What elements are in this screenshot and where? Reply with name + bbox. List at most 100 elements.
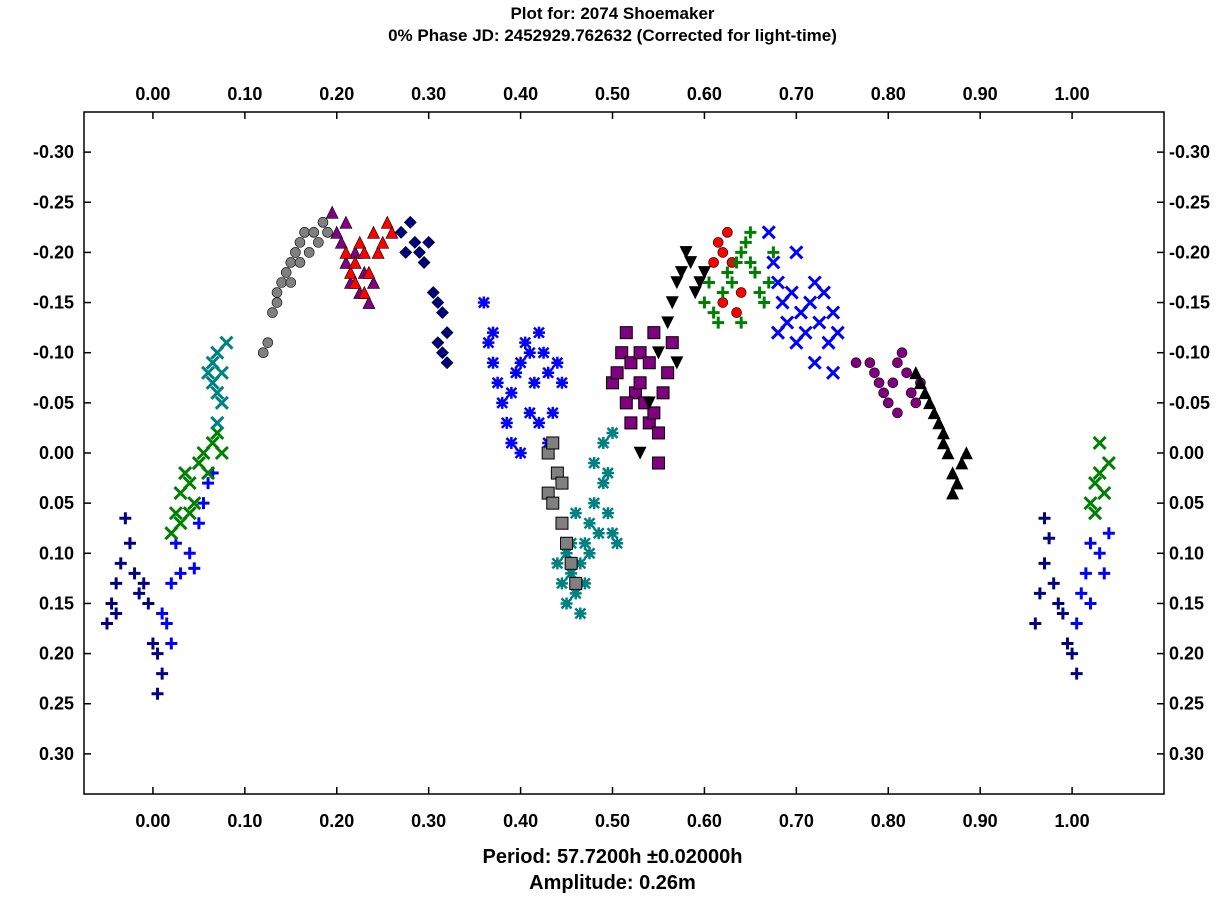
data-point <box>114 557 127 570</box>
y-tick-label-right: 0.00 <box>1169 443 1204 463</box>
data-point <box>1056 607 1069 620</box>
data-point <box>514 447 527 459</box>
data-point <box>569 587 582 600</box>
data-point <box>197 497 210 510</box>
data-point <box>693 276 707 290</box>
x-tick-label-bottom: 0.40 <box>503 811 538 831</box>
data-point <box>313 237 324 248</box>
data-point <box>334 235 348 249</box>
data-point <box>758 296 771 309</box>
y-tick-label-left: 0.20 <box>39 644 74 664</box>
data-point <box>205 375 220 390</box>
data-point <box>731 307 742 318</box>
data-point <box>560 597 573 610</box>
data-point <box>1047 577 1060 590</box>
data-point <box>1101 455 1116 471</box>
x-tick-label-top: 0.60 <box>687 84 722 104</box>
data-point <box>322 227 333 238</box>
data-point <box>869 367 880 379</box>
data-point <box>496 396 509 409</box>
data-point <box>770 325 786 340</box>
x-tick-label-bottom: 0.20 <box>319 811 354 831</box>
plot-frame <box>83 111 1165 795</box>
data-point <box>308 227 320 238</box>
data-point <box>803 295 818 310</box>
data-marks <box>100 205 1116 700</box>
data-point <box>569 576 583 590</box>
data-point <box>887 377 899 389</box>
data-point <box>422 235 436 249</box>
data-point <box>826 305 841 320</box>
data-point <box>128 567 141 580</box>
data-point <box>730 256 743 269</box>
data-point <box>174 567 187 580</box>
data-point <box>348 275 362 289</box>
data-point <box>826 365 841 380</box>
data-point <box>371 245 385 259</box>
data-point <box>588 457 601 470</box>
data-point <box>674 266 688 280</box>
data-point <box>182 476 197 491</box>
data-point <box>403 215 417 229</box>
data-point <box>560 536 574 550</box>
data-point <box>1093 547 1106 560</box>
data-point <box>487 326 500 339</box>
data-point <box>656 386 670 400</box>
data-point <box>1043 532 1056 545</box>
data-point <box>882 397 894 409</box>
data-point <box>551 356 564 369</box>
data-point <box>357 285 371 299</box>
data-point <box>133 587 146 600</box>
data-point <box>210 415 225 430</box>
data-point <box>665 296 679 310</box>
data-point <box>151 687 164 700</box>
x-tick-label-bottom: 0.90 <box>963 811 998 831</box>
data-point <box>339 215 353 229</box>
data-point <box>1092 435 1107 451</box>
data-point <box>523 406 536 419</box>
data-point <box>712 237 724 248</box>
data-point <box>523 346 536 359</box>
data-point <box>214 395 229 410</box>
data-point <box>624 416 638 430</box>
data-point <box>537 346 550 359</box>
data-point <box>362 295 376 309</box>
data-point <box>546 406 559 419</box>
data-point <box>578 537 591 550</box>
data-point <box>615 346 629 360</box>
data-point <box>262 337 274 348</box>
x-tick-label-bottom: 0.10 <box>227 811 262 831</box>
data-point <box>1079 567 1092 580</box>
x-tick-label-top: 0.80 <box>871 84 906 104</box>
data-point <box>1070 667 1083 680</box>
y-tick-label-left: -0.10 <box>33 343 74 363</box>
data-point <box>542 366 555 379</box>
data-point <box>426 286 440 299</box>
data-point <box>946 466 960 480</box>
data-point <box>770 275 786 290</box>
data-point <box>528 376 541 389</box>
x-tick-label-bottom: 0.80 <box>871 811 906 831</box>
data-point <box>156 607 169 620</box>
data-point <box>294 257 306 268</box>
data-point <box>431 296 445 309</box>
data-point <box>146 637 159 650</box>
data-point <box>510 366 522 379</box>
data-point <box>183 547 196 560</box>
data-point <box>910 397 922 409</box>
data-point <box>1084 597 1097 610</box>
data-point <box>436 306 449 320</box>
data-point <box>735 316 748 329</box>
data-point <box>588 497 601 510</box>
y-tick-label-left: -0.30 <box>33 142 74 162</box>
data-point <box>339 255 353 269</box>
data-point <box>182 506 197 521</box>
data-point <box>123 537 136 550</box>
data-point <box>753 286 766 299</box>
data-point <box>670 356 684 370</box>
data-point <box>285 277 297 288</box>
y-tick-label-right: -0.25 <box>1169 192 1210 212</box>
y-tick-label-right: 0.05 <box>1169 493 1204 513</box>
data-point <box>619 396 633 410</box>
x-tick-label-top: 0.70 <box>779 84 814 104</box>
